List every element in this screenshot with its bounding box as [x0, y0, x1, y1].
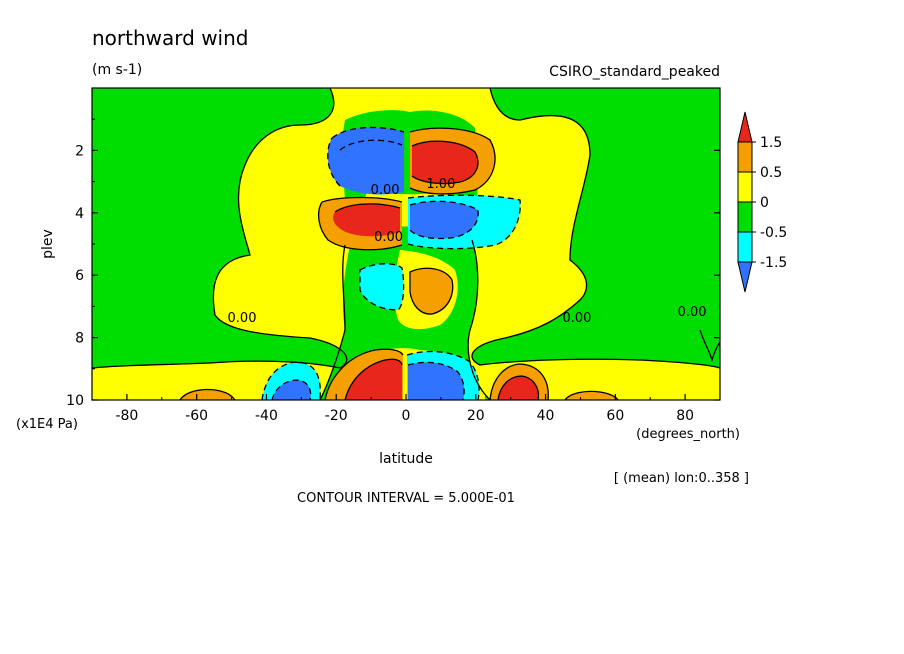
chart-units: (m s-1) — [92, 62, 142, 78]
x-tick-label: 20 — [467, 408, 485, 424]
colorbar-bottom-arrow — [737, 261, 753, 293]
y-axis: 2 4 6 8 10 — [66, 118, 720, 409]
core-peak-positive-right-low — [498, 376, 539, 400]
averaging-note: [ (mean) lon:0..358 ] — [614, 471, 749, 486]
core-strong-negative-lower — [408, 362, 465, 400]
contour-label: 1.00 — [426, 177, 455, 192]
x-axis-title: latitude — [379, 451, 433, 467]
contour-interval-note: CONTOUR INTERVAL = 5.000E-01 — [297, 491, 515, 506]
colorbar-label: -1.5 — [760, 255, 787, 271]
y-axis-title: plev — [40, 229, 56, 259]
y-tick-label: 2 — [75, 143, 84, 159]
colorbar: 1.5 0.5 0 -0.5 -1.5 — [737, 111, 787, 293]
y-tick-label: 6 — [75, 268, 84, 284]
colorbar-band — [737, 201, 753, 233]
core-strong-positive-mid — [333, 203, 400, 237]
region-weak-negative-west — [92, 88, 347, 368]
region-weak-negative-east — [472, 88, 720, 368]
region-positive-far-left-low — [180, 389, 235, 400]
y-tick-label: 10 — [66, 393, 84, 409]
x-tick-label: -60 — [185, 408, 208, 424]
core-strong-negative-mid — [410, 201, 479, 239]
chart-title: northward wind — [92, 26, 248, 50]
region-negative-midlow — [360, 263, 404, 310]
colorbar-band — [737, 171, 753, 203]
contour-label: 0.00 — [228, 311, 257, 326]
x-tick-label: -20 — [325, 408, 348, 424]
x-tick-label: 80 — [676, 408, 694, 424]
x-tick-label: 0 — [402, 408, 411, 424]
core-strong-positive-upper — [412, 141, 478, 184]
colorbar-label: -0.5 — [760, 225, 787, 241]
colorbar-top-arrow — [737, 111, 753, 143]
contour-label: 0.00 — [562, 311, 591, 326]
contour-label: 0.00 — [678, 305, 707, 320]
y-tick-label: 8 — [75, 331, 84, 347]
colorbar-label: 1.5 — [760, 135, 782, 151]
y-tick-label: 4 — [75, 206, 84, 222]
dataset-name: CSIRO_standard_peaked — [549, 64, 720, 80]
core-strong-negative-upper — [337, 140, 402, 185]
x-axis-units: (degrees_north) — [636, 427, 740, 442]
field-plot-area — [92, 88, 720, 400]
x-tick-label: 40 — [537, 408, 555, 424]
contour-labels: 0.00 0.00 0.00 0.00 0.00 1.00 — [228, 177, 707, 326]
x-axis: -80 -60 -40 -20 0 20 40 60 80 — [91, 394, 721, 424]
x-tick-label: -40 — [255, 408, 278, 424]
colorbar-label: 0.5 — [760, 165, 782, 181]
x-tick-label: 60 — [606, 408, 624, 424]
colorbar-band — [737, 231, 753, 263]
contour-lines — [92, 88, 720, 400]
contour-label: 0.00 — [374, 230, 403, 245]
x-tick-label: -80 — [115, 408, 138, 424]
contour-label: 0.00 — [371, 183, 400, 198]
region-positive-midlow — [410, 268, 453, 315]
colorbar-label: 0 — [760, 195, 769, 211]
core-strong-positive-lower — [345, 359, 402, 400]
colorbar-band — [737, 141, 753, 173]
y-axis-units: (x1E4 Pa) — [16, 417, 78, 432]
core-peak-negative-left-low — [272, 380, 311, 400]
